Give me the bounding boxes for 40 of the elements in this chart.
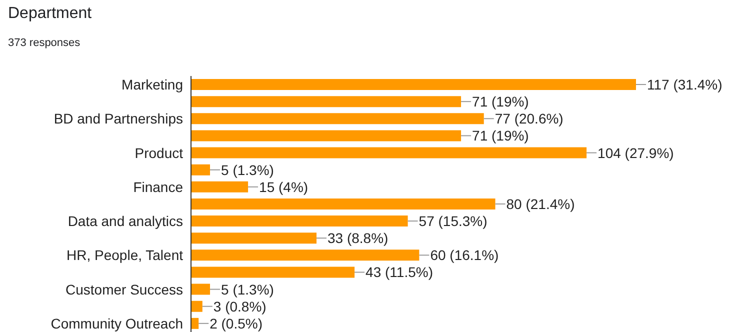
data-label: 71 (19%)	[472, 128, 529, 144]
data-label: 43 (11.5%)	[366, 264, 433, 280]
bar	[191, 181, 248, 192]
bar	[191, 216, 408, 227]
bar	[191, 113, 484, 124]
y-tick-label: Customer Success	[66, 281, 183, 298]
y-tick-label: HR, People, Talent	[66, 247, 184, 264]
bar	[191, 266, 355, 278]
text: 373 responses	[8, 37, 80, 49]
bar	[191, 79, 636, 90]
data-label: 33 (8.8%)	[328, 230, 388, 246]
data-label: 5 (1.3%)	[221, 162, 274, 178]
y-tick-label: BD and Partnerships	[54, 110, 183, 127]
data-label: 2 (0.5%)	[210, 315, 263, 332]
data-label: 60 (16.1%)	[430, 247, 499, 264]
y-tick-label: Community Outreach	[50, 315, 183, 332]
data-label: 77 (20.6%)	[494, 110, 564, 127]
data-label: 104 (27.9%)	[598, 144, 674, 161]
bar	[191, 300, 202, 312]
bar	[191, 130, 462, 142]
bar	[191, 318, 199, 329]
data-label: 15 (4%)	[259, 178, 308, 195]
data-label: 3 (0.8%)	[213, 298, 266, 314]
bar	[191, 232, 317, 244]
y-tick-label: Product	[134, 144, 184, 161]
bar	[191, 96, 462, 108]
bar	[191, 250, 420, 261]
bar	[191, 198, 496, 210]
bar	[191, 147, 587, 158]
bar	[191, 164, 210, 176]
text: Department	[8, 5, 92, 23]
data-label: 5 (1.3%)	[221, 281, 274, 298]
y-tick-label: Finance	[133, 178, 184, 195]
data-label: 71 (19%)	[472, 94, 529, 110]
data-label: 80 (21.4%)	[506, 196, 575, 212]
y-tick-label: Marketing	[122, 76, 183, 93]
data-label: 57 (15.3%)	[418, 213, 488, 230]
data-label: 117 (31.4%)	[647, 76, 722, 92]
bar	[191, 284, 210, 295]
y-tick-label: Data and analytics	[68, 213, 183, 230]
